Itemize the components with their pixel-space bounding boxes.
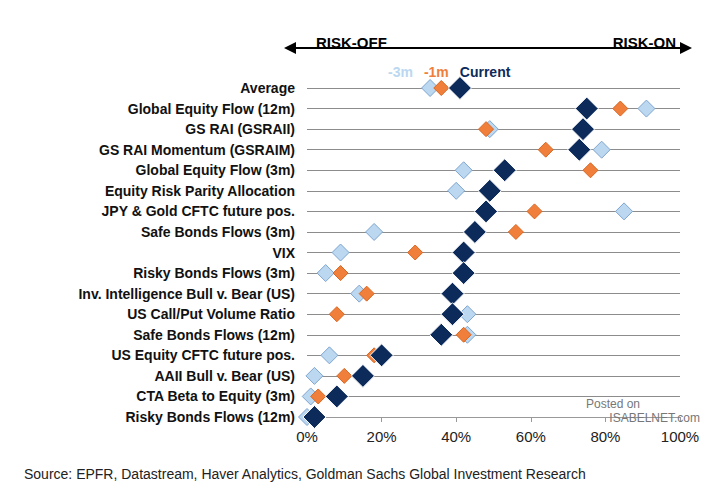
- svg-text:80%: 80%: [590, 428, 620, 445]
- svg-text:0%: 0%: [296, 428, 318, 445]
- svg-text:RISK-OFF: RISK-OFF: [316, 34, 387, 51]
- svg-text:GS RAI Momentum (GSRAIM): GS RAI Momentum (GSRAIM): [99, 142, 295, 158]
- svg-text:60%: 60%: [516, 428, 546, 445]
- svg-text:Equity Risk Parity Allocation: Equity Risk Parity Allocation: [105, 183, 295, 199]
- svg-text:CTA Beta to Equity (3m): CTA Beta to Equity (3m): [136, 388, 295, 404]
- svg-text:AAII Bull v. Bear (US): AAII Bull v. Bear (US): [154, 368, 295, 384]
- svg-text:GS RAI (GSRAII): GS RAI (GSRAII): [185, 121, 295, 137]
- svg-text:VIX: VIX: [272, 245, 295, 261]
- svg-text:Average: Average: [240, 80, 295, 96]
- svg-text:Current: Current: [460, 64, 511, 80]
- svg-text:Global Equity Flow (3m): Global Equity Flow (3m): [136, 162, 295, 178]
- svg-text:Safe Bonds Flows (3m): Safe Bonds Flows (3m): [141, 224, 295, 240]
- svg-text:20%: 20%: [367, 428, 397, 445]
- svg-text:Source: EPFR, Datastream, Have: Source: EPFR, Datastream, Haver Analytic…: [24, 466, 586, 482]
- svg-text:US Equity CFTC future pos.: US Equity CFTC future pos.: [111, 347, 295, 363]
- svg-text:-1m: -1m: [424, 64, 449, 80]
- svg-text:ISABELNET.com: ISABELNET.com: [609, 411, 700, 425]
- svg-text:Global Equity Flow (12m): Global Equity Flow (12m): [128, 101, 295, 117]
- svg-text:40%: 40%: [441, 428, 471, 445]
- svg-text:100%: 100%: [661, 428, 699, 445]
- svg-text:Risky Bonds Flows (12m): Risky Bonds Flows (12m): [125, 409, 295, 425]
- svg-text:Inv. Intelligence Bull v. Bear: Inv. Intelligence Bull v. Bear (US): [78, 286, 295, 302]
- svg-text:JPY & Gold CFTC future pos.: JPY & Gold CFTC future pos.: [102, 203, 295, 219]
- svg-text:-3m: -3m: [388, 64, 413, 80]
- svg-text:US Call/Put Volume Ratio: US Call/Put Volume Ratio: [127, 306, 295, 322]
- svg-text:RISK-ON: RISK-ON: [613, 34, 676, 51]
- svg-text:Risky Bonds Flows (3m): Risky Bonds Flows (3m): [133, 265, 295, 281]
- svg-text:Safe Bonds Flows (12m): Safe Bonds Flows (12m): [133, 327, 295, 343]
- svg-text:Posted on: Posted on: [586, 397, 640, 411]
